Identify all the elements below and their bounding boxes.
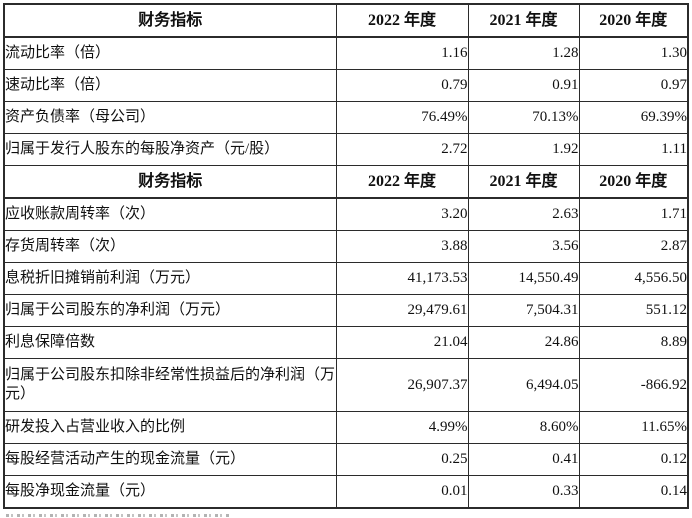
value-2020: 1.30	[578, 36, 689, 70]
value-2022: 26,907.37	[335, 358, 469, 412]
value-2021: 7,504.31	[467, 294, 580, 327]
value-2021: 6,494.05	[467, 358, 580, 412]
value-2022: 4.99%	[335, 411, 469, 444]
value-2020: 1.71	[578, 197, 689, 231]
table-row: 资产负债率（母公司） 76.49% 70.13% 69.39%	[3, 101, 689, 134]
value-2020: 4,556.50	[578, 262, 689, 295]
column-header-year-2020: 2020 年度	[578, 165, 689, 199]
indicator-label: 归属于公司股东扣除非经常性损益后的净利润（万元）	[3, 358, 337, 412]
value-2022: 3.88	[335, 230, 469, 263]
value-2021: 24.86	[467, 326, 580, 359]
value-2022: 3.20	[335, 197, 469, 231]
table-row: 归属于发行人股东的每股净资产（元/股） 2.72 1.92 1.11	[3, 133, 689, 166]
table-row: 每股净现金流量（元） 0.01 0.33 0.14	[3, 475, 689, 509]
value-2021: 3.56	[467, 230, 580, 263]
table-row: 研发投入占营业收入的比例 4.99% 8.60% 11.65%	[3, 411, 689, 444]
value-2020: 8.89	[578, 326, 689, 359]
value-2020: 0.97	[578, 69, 689, 102]
value-2020: 69.39%	[578, 101, 689, 134]
value-2021: 14,550.49	[467, 262, 580, 295]
column-header-year-2021: 2021 年度	[467, 165, 580, 199]
indicator-label: 每股经营活动产生的现金流量（元）	[3, 443, 337, 476]
indicator-label: 研发投入占营业收入的比例	[3, 411, 337, 444]
value-2020: 551.12	[578, 294, 689, 327]
value-2022: 2.72	[335, 133, 469, 166]
value-2020: 1.11	[578, 133, 689, 166]
indicator-label: 每股净现金流量（元）	[3, 475, 337, 509]
indicator-label: 息税折旧摊销前利润（万元）	[3, 262, 337, 295]
table-row: 归属于公司股东扣除非经常性损益后的净利润（万元） 26,907.37 6,494…	[3, 358, 689, 412]
value-2021: 0.91	[467, 69, 580, 102]
table-row: 应收账款周转率（次） 3.20 2.63 1.71	[3, 197, 689, 231]
indicator-label: 归属于公司股东的净利润（万元）	[3, 294, 337, 327]
value-2021: 0.41	[467, 443, 580, 476]
indicator-label: 流动比率（倍）	[3, 36, 337, 70]
value-2020: 0.12	[578, 443, 689, 476]
indicator-label: 应收账款周转率（次）	[3, 197, 337, 231]
table-row: 存货周转率（次） 3.88 3.56 2.87	[3, 230, 689, 263]
value-2020: 11.65%	[578, 411, 689, 444]
value-2022: 41,173.53	[335, 262, 469, 295]
column-header-year-2022: 2022 年度	[335, 165, 469, 199]
table-header-row-2: 财务指标 2022 年度 2021 年度 2020 年度	[3, 165, 689, 199]
value-2021: 70.13%	[467, 101, 580, 134]
value-2022: 0.25	[335, 443, 469, 476]
indicator-label: 资产负债率（母公司）	[3, 101, 337, 134]
value-2020: -866.92	[578, 358, 689, 412]
indicator-label: 利息保障倍数	[3, 326, 337, 359]
value-2020: 2.87	[578, 230, 689, 263]
table-row: 速动比率（倍） 0.79 0.91 0.97	[3, 69, 689, 102]
table-row: 息税折旧摊销前利润（万元） 41,173.53 14,550.49 4,556.…	[3, 262, 689, 295]
value-2022: 76.49%	[335, 101, 469, 134]
table-row: 流动比率（倍） 1.16 1.28 1.30	[3, 36, 689, 70]
value-2021: 8.60%	[467, 411, 580, 444]
value-2022: 1.16	[335, 36, 469, 70]
financial-indicators-table: 财务指标 2022 年度 2021 年度 2020 年度 流动比率（倍） 1.1…	[3, 3, 689, 509]
value-2021: 2.63	[467, 197, 580, 231]
column-header-indicator: 财务指标	[3, 165, 337, 199]
indicator-label: 存货周转率（次）	[3, 230, 337, 263]
value-2020: 0.14	[578, 475, 689, 509]
value-2021: 0.33	[467, 475, 580, 509]
column-header-year-2022: 2022 年度	[335, 3, 469, 38]
table-row: 利息保障倍数 21.04 24.86 8.89	[3, 326, 689, 359]
value-2022: 29,479.61	[335, 294, 469, 327]
value-2022: 21.04	[335, 326, 469, 359]
column-header-year-2021: 2021 年度	[467, 3, 580, 38]
column-header-indicator: 财务指标	[3, 3, 337, 38]
clipped-text-fragment	[6, 514, 230, 517]
table-row: 每股经营活动产生的现金流量（元） 0.25 0.41 0.12	[3, 443, 689, 476]
indicator-label: 速动比率（倍）	[3, 69, 337, 102]
column-header-year-2020: 2020 年度	[578, 3, 689, 38]
indicator-label: 归属于发行人股东的每股净资产（元/股）	[3, 133, 337, 166]
table-row: 归属于公司股东的净利润（万元） 29,479.61 7,504.31 551.1…	[3, 294, 689, 327]
value-2021: 1.28	[467, 36, 580, 70]
value-2022: 0.79	[335, 69, 469, 102]
table-header-row-1: 财务指标 2022 年度 2021 年度 2020 年度	[3, 3, 689, 38]
value-2021: 1.92	[467, 133, 580, 166]
value-2022: 0.01	[335, 475, 469, 509]
